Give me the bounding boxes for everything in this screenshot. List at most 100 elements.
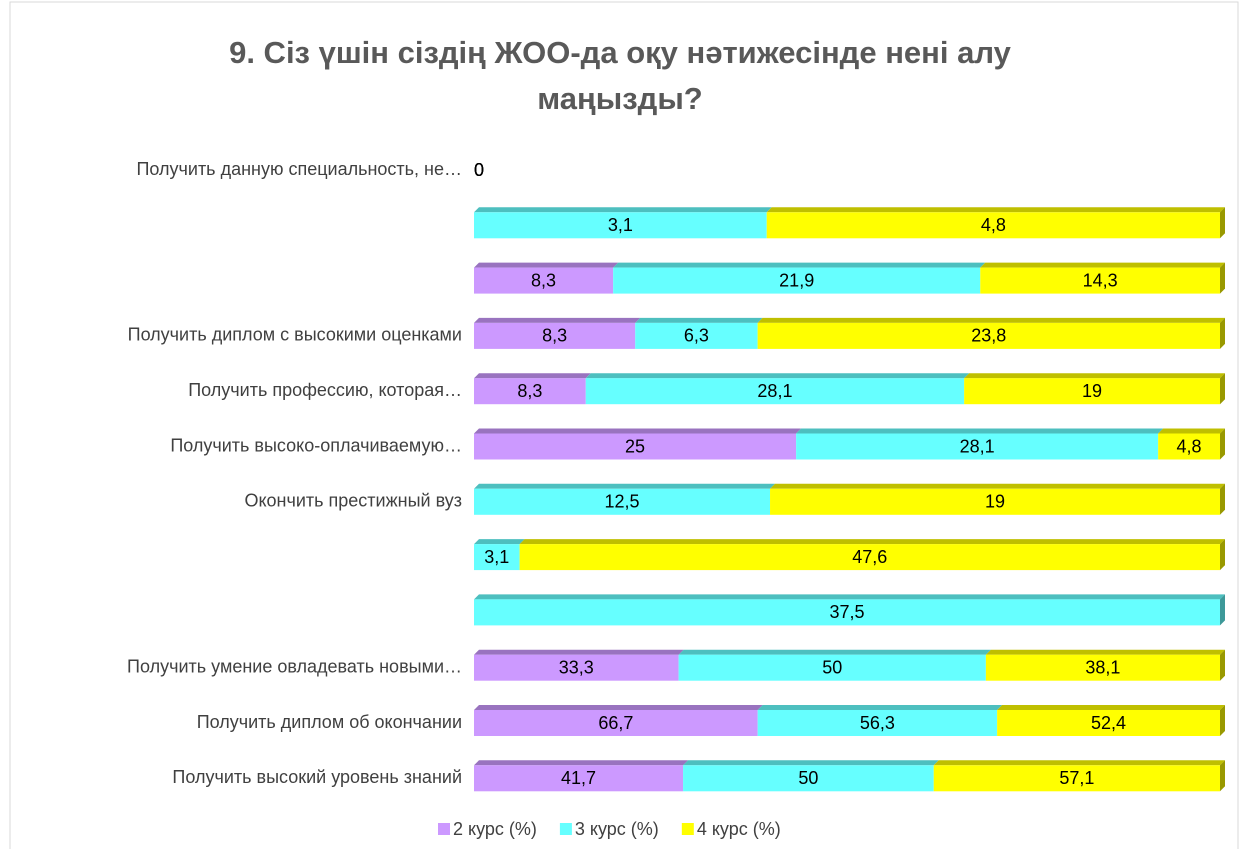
chart-frame xyxy=(9,1,1239,849)
bar-side xyxy=(1220,317,1225,349)
bar-top xyxy=(678,649,991,655)
bar-top xyxy=(474,594,1225,600)
bar xyxy=(757,710,998,736)
value-label: 50 xyxy=(798,768,818,788)
bar xyxy=(766,212,1220,239)
bar-side xyxy=(1220,760,1225,792)
value-label: 0 xyxy=(474,160,484,180)
bar-side xyxy=(1220,649,1225,681)
bar xyxy=(678,654,986,681)
bar xyxy=(980,267,1220,294)
bar xyxy=(474,322,636,349)
bar xyxy=(933,765,1220,792)
bar xyxy=(474,267,614,294)
bar-top xyxy=(474,428,802,434)
bar-side xyxy=(1220,539,1225,571)
bar-top xyxy=(474,483,776,489)
category-label: Получить высокий уровень знаний xyxy=(172,767,462,787)
bar xyxy=(964,378,1220,405)
legend-swatch xyxy=(559,823,572,835)
value-label: 57,1 xyxy=(1059,768,1094,788)
bar-top xyxy=(474,760,689,766)
bar xyxy=(997,710,1220,736)
value-label: 6,3 xyxy=(684,326,709,346)
bar-side xyxy=(1220,594,1225,626)
bar-top xyxy=(964,373,1225,379)
bar-top xyxy=(474,317,641,323)
bar-side xyxy=(1220,373,1225,405)
bar xyxy=(985,654,1220,681)
legend-swatch xyxy=(681,823,694,835)
bar-top xyxy=(474,539,525,545)
bar xyxy=(474,765,684,792)
bar-top xyxy=(474,373,591,379)
category-label: Получить высоко-оплачиваемую… xyxy=(170,435,462,455)
bar-side xyxy=(1220,705,1225,736)
bar-top xyxy=(474,705,763,710)
bar xyxy=(585,378,965,405)
value-label: 8,3 xyxy=(517,381,542,401)
value-label: 4,8 xyxy=(981,215,1006,235)
value-label: 28,1 xyxy=(757,381,792,401)
value-label: 8,3 xyxy=(542,326,567,346)
bar xyxy=(474,212,767,239)
bar xyxy=(474,378,586,405)
value-label: 19 xyxy=(1082,381,1102,401)
bar xyxy=(613,267,981,294)
bar xyxy=(1158,433,1220,460)
category-label: Получить профессию, которая… xyxy=(188,380,462,400)
bar xyxy=(683,765,934,792)
bar-top xyxy=(474,649,684,655)
bar-top xyxy=(474,262,619,268)
chart-title: 9. Сіз үшін сіздің ЖОО-да оқу нәтижесінд… xyxy=(229,35,1011,116)
value-label: 19 xyxy=(985,492,1005,512)
bar-top xyxy=(796,428,1164,434)
bar-top xyxy=(757,705,1003,710)
bar xyxy=(474,710,758,736)
value-label: 66,7 xyxy=(598,713,633,733)
bar-side xyxy=(1220,207,1225,239)
category-label: Получить диплом с высокими оценками xyxy=(128,325,462,345)
value-label: 3,1 xyxy=(608,215,633,235)
bar-top xyxy=(613,262,986,268)
bar-side xyxy=(1220,262,1225,294)
bar xyxy=(757,322,1220,349)
legend-label: 3 курс (%) xyxy=(575,819,659,839)
bar xyxy=(474,599,1220,626)
legend-swatch xyxy=(438,823,450,835)
bar xyxy=(474,544,520,571)
value-label: 0 xyxy=(474,160,484,180)
bar-top xyxy=(1158,428,1225,434)
category-label: Получить умение овладевать новыми… xyxy=(127,656,462,676)
bar-top xyxy=(585,373,970,379)
bar xyxy=(474,488,771,515)
value-label: 3,1 xyxy=(484,547,509,567)
bar-top xyxy=(683,760,939,766)
bar xyxy=(770,488,1220,515)
category-label: Окончить престижный вуз xyxy=(244,491,462,511)
bar-side xyxy=(1220,483,1225,515)
bar xyxy=(474,433,797,460)
legend-label: 2 курс (%) xyxy=(453,819,537,839)
bar xyxy=(635,322,758,349)
value-label: 21,9 xyxy=(779,270,814,290)
value-label: 4,8 xyxy=(1177,436,1202,456)
value-label: 28,1 xyxy=(960,436,995,456)
value-label: 38,1 xyxy=(1085,657,1120,677)
value-label: 33,3 xyxy=(559,657,594,677)
value-label: 25 xyxy=(625,436,645,456)
bar-top xyxy=(997,705,1225,710)
value-label: 14,3 xyxy=(1083,270,1118,290)
bar-top xyxy=(474,207,772,213)
bar-top xyxy=(757,317,1225,323)
bar xyxy=(796,433,1159,460)
value-label: 50 xyxy=(822,657,842,677)
bar xyxy=(519,544,1220,571)
value-label: 0 xyxy=(474,160,484,180)
value-label: 12,5 xyxy=(604,492,639,512)
bar-side xyxy=(1220,428,1225,460)
bar-top xyxy=(933,760,1225,766)
value-label: 37,5 xyxy=(829,602,864,622)
